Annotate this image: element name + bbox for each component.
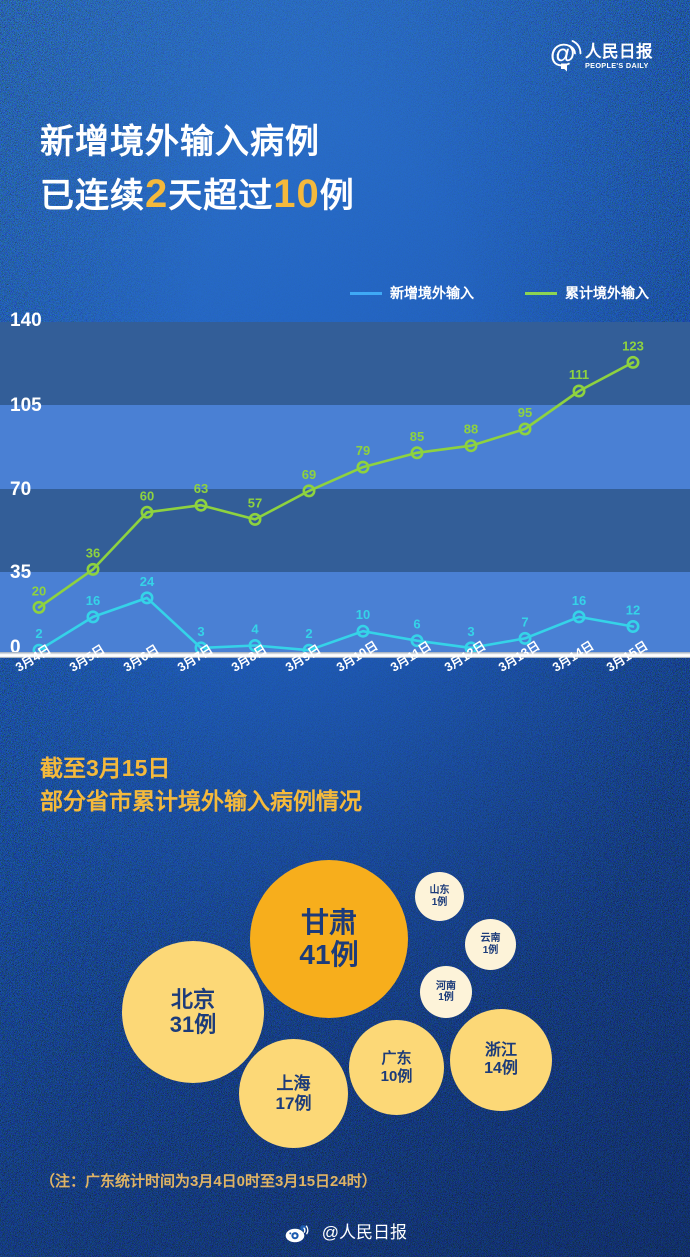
svg-text:123: 123 xyxy=(622,338,644,353)
svg-text:63: 63 xyxy=(194,481,208,496)
svg-text:79: 79 xyxy=(356,443,370,458)
svg-text:4: 4 xyxy=(251,622,259,637)
svg-text:12: 12 xyxy=(626,603,640,618)
svg-text:88: 88 xyxy=(464,422,478,437)
svg-text:24: 24 xyxy=(140,574,155,589)
svg-text:3: 3 xyxy=(467,624,474,639)
svg-text:69: 69 xyxy=(302,467,316,482)
svg-text:6: 6 xyxy=(413,617,420,632)
svg-text:111: 111 xyxy=(569,367,589,382)
svg-text:85: 85 xyxy=(410,429,424,444)
svg-text:20: 20 xyxy=(32,583,46,598)
svg-text:10: 10 xyxy=(356,607,370,622)
svg-text:3: 3 xyxy=(197,624,204,639)
svg-text:95: 95 xyxy=(518,405,532,420)
svg-text:人民日报: 人民日报 xyxy=(585,41,653,61)
svg-text:60: 60 xyxy=(140,488,154,503)
svg-text:16: 16 xyxy=(86,593,100,608)
svg-text:57: 57 xyxy=(248,495,262,510)
svg-text:PEOPLE'S DAILY: PEOPLE'S DAILY xyxy=(585,61,649,70)
svg-text:7: 7 xyxy=(521,614,528,629)
svg-text:16: 16 xyxy=(572,593,586,608)
svg-text:36: 36 xyxy=(86,545,100,560)
